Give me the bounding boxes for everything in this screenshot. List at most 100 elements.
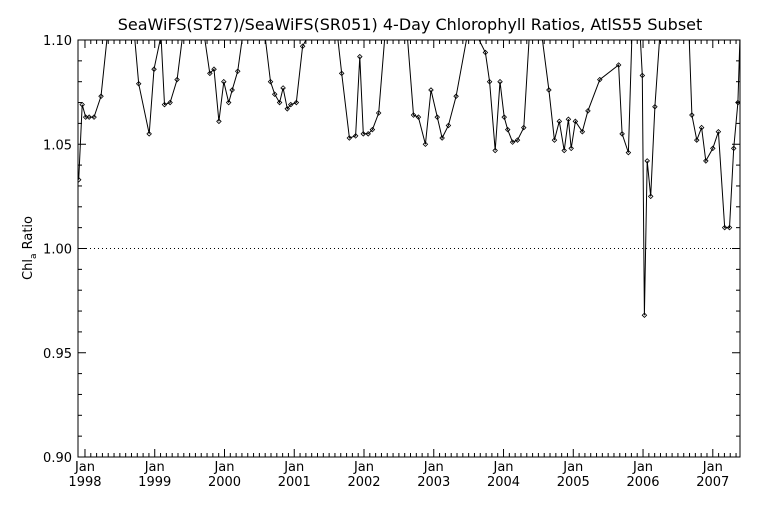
y-tick-label: 1.00	[43, 243, 72, 258]
data-point	[98, 93, 104, 100]
series-line	[78, 40, 740, 316]
data-point	[556, 118, 563, 125]
chart-title: SeaWiFS(ST27)/SeaWiFS(SR051) 4-Day Chlor…	[118, 15, 703, 34]
data-point	[514, 137, 521, 143]
data-point	[565, 116, 572, 122]
data-point	[439, 135, 445, 141]
data-point	[225, 99, 232, 106]
data-point	[561, 147, 567, 154]
data-point	[730, 145, 737, 152]
x-tick-month: Jan	[423, 460, 444, 475]
data-point	[146, 131, 152, 137]
x-tick-month: Jan	[74, 460, 95, 475]
y-axis-label: Chla Ratio	[21, 216, 39, 280]
data-point	[486, 78, 493, 85]
data-point	[287, 101, 294, 108]
x-tick-year: 1998	[68, 475, 101, 490]
data-point	[276, 99, 283, 106]
y-axis-label-rest: Ratio	[21, 216, 36, 254]
data-point	[615, 62, 622, 68]
x-tick-month: Jan	[632, 460, 653, 475]
x-tick-month: Jan	[702, 460, 723, 475]
data-point	[284, 106, 291, 112]
data-point	[161, 101, 168, 108]
data-point	[572, 118, 579, 125]
data-point	[597, 76, 603, 83]
x-tick-year: 1999	[138, 475, 171, 490]
data-point	[644, 158, 650, 164]
data-point	[221, 78, 227, 85]
data-point	[721, 224, 728, 231]
data-point	[639, 72, 646, 79]
data-point	[79, 101, 85, 108]
data-point	[641, 312, 648, 318]
data-point	[520, 124, 527, 131]
data-point	[271, 91, 278, 97]
y-axis: 0.90 0.95 1.00 1.05 1.10	[43, 34, 740, 466]
x-tick-month: Jan	[283, 460, 304, 475]
y-axis-label-subscript: a	[29, 254, 39, 260]
y-axis-label-main: Chl	[21, 259, 36, 280]
data-point	[703, 158, 709, 164]
data-point	[693, 137, 700, 143]
data-point	[619, 131, 625, 137]
data-point	[546, 87, 552, 93]
data-point	[579, 128, 586, 135]
data-point	[482, 49, 489, 56]
data-point	[710, 145, 716, 152]
x-tick-year: 2004	[487, 475, 520, 490]
data-point	[652, 103, 658, 110]
data-point	[338, 70, 345, 77]
x-tick-month: Jan	[213, 460, 234, 475]
data-point	[497, 78, 503, 85]
data-point	[86, 114, 92, 120]
data-point	[568, 145, 574, 152]
data-point	[207, 70, 213, 77]
x-tick-year: 2003	[417, 475, 450, 490]
y-tick-label: 0.90	[43, 451, 72, 466]
data-point	[509, 139, 516, 145]
data-point	[91, 114, 97, 120]
data-point	[352, 133, 359, 139]
data-point	[625, 149, 632, 156]
x-tick-month: Jan	[562, 460, 583, 475]
data-point	[726, 224, 733, 231]
data-point	[551, 137, 558, 143]
data-point	[234, 68, 241, 75]
data-point	[78, 176, 82, 183]
data-point	[151, 66, 157, 72]
data-point	[229, 87, 235, 93]
data-point	[647, 193, 654, 200]
data-point	[410, 112, 417, 118]
series-0	[78, 40, 740, 318]
y-tick-label: 1.05	[43, 138, 72, 153]
x-tick-year: 2007	[696, 475, 729, 490]
svg-text:Chla Ratio: Chla Ratio	[21, 216, 39, 280]
data-series	[78, 40, 740, 318]
data-point	[280, 85, 286, 91]
data-point	[453, 93, 459, 100]
data-point	[375, 110, 382, 116]
data-point	[715, 128, 722, 135]
data-point	[369, 126, 376, 133]
data-point	[365, 131, 371, 137]
data-point	[422, 141, 429, 148]
x-tick-year: 2006	[626, 475, 659, 490]
data-point	[346, 135, 353, 141]
data-point	[735, 99, 740, 106]
x-axis: Jan1998Jan1999Jan2000Jan2001Jan2002Jan20…	[68, 40, 737, 490]
data-point	[360, 131, 367, 137]
y-tick-label: 0.95	[43, 347, 72, 362]
x-tick-month: Jan	[144, 460, 165, 475]
data-point	[504, 126, 511, 133]
data-point	[585, 108, 591, 114]
x-tick-year: 2000	[208, 475, 241, 490]
data-point	[434, 114, 441, 120]
data-point	[293, 99, 300, 106]
data-point	[135, 81, 142, 87]
data-point	[267, 78, 274, 85]
x-tick-year: 2005	[557, 475, 590, 490]
data-point	[415, 114, 422, 120]
data-point	[689, 112, 695, 118]
